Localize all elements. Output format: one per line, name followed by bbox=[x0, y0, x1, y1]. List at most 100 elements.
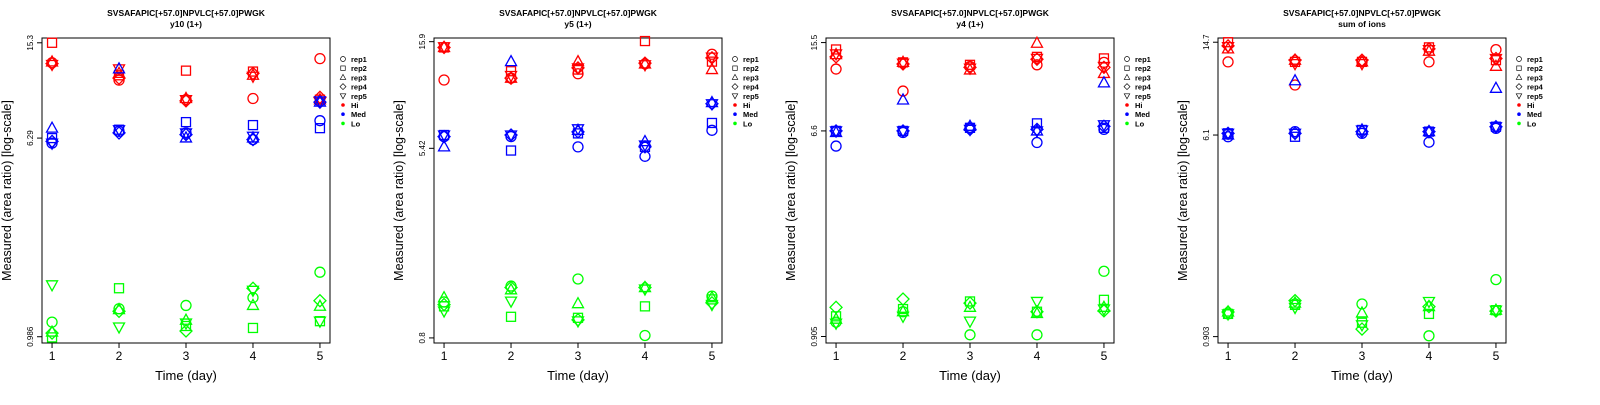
legend-label-rep1: rep1 bbox=[743, 55, 759, 64]
legend-symbol-rep3 bbox=[1123, 73, 1131, 80]
data-point-lo-rep4 bbox=[1288, 293, 1302, 308]
data-point-lo-rep3 bbox=[246, 298, 260, 311]
data-point-lo-rep5 bbox=[705, 299, 719, 312]
legend-label-rep4: rep4 bbox=[1135, 83, 1152, 92]
data-point-lo-rep2 bbox=[1423, 308, 1435, 320]
data-point-med-rep5 bbox=[1030, 126, 1044, 139]
data-point-med-rep2 bbox=[247, 119, 259, 131]
x-tick-label: 1 bbox=[441, 349, 448, 363]
data-point-lo-rep2 bbox=[1098, 294, 1110, 305]
legend-label-med: Med bbox=[351, 110, 366, 119]
legend-symbol-hi bbox=[733, 103, 737, 107]
data-point-hi-rep3 bbox=[1030, 35, 1044, 48]
data-point-hi-rep1 bbox=[1222, 56, 1234, 68]
data-point-lo-rep1 bbox=[1490, 273, 1502, 286]
y-axis-label: Measured (area ratio) [log-scale] bbox=[784, 100, 798, 281]
legend-label-rep1: rep1 bbox=[1527, 55, 1543, 64]
data-point-med-rep3 bbox=[1288, 73, 1302, 86]
x-tick-label: 3 bbox=[575, 349, 582, 363]
data-point-med-rep2 bbox=[1031, 118, 1043, 129]
data-point-hi-rep1 bbox=[897, 85, 909, 97]
data-point-med-rep2 bbox=[180, 116, 192, 128]
data-point-lo-rep3 bbox=[638, 280, 652, 293]
data-point-med-rep1 bbox=[247, 133, 259, 146]
data-point-hi-rep2 bbox=[639, 35, 651, 47]
legend-label-hi: Hi bbox=[1135, 101, 1143, 110]
chart-title: SVSAFAPIC[+57.0]NPVLC[+57.0]PWGK bbox=[891, 8, 1050, 18]
data-point-med-rep3 bbox=[1489, 80, 1503, 93]
x-tick-label: 4 bbox=[250, 349, 257, 363]
legend-symbol-hi bbox=[341, 103, 345, 107]
data-point-hi-rep5 bbox=[1489, 53, 1503, 66]
data-point-hi-rep5 bbox=[1422, 45, 1436, 58]
data-point-hi-rep5 bbox=[571, 63, 585, 76]
legend-symbol-hi bbox=[1517, 103, 1521, 107]
chart-title: SVSAFAPIC[+57.0]NPVLC[+57.0]PWGK bbox=[499, 8, 658, 18]
legend-label-rep2: rep2 bbox=[1135, 64, 1151, 73]
data-point-lo-rep1 bbox=[1423, 330, 1435, 342]
data-point-med-rep5 bbox=[179, 128, 193, 141]
legend-label-rep5: rep5 bbox=[1135, 92, 1151, 101]
data-point-hi-rep5 bbox=[829, 49, 843, 62]
data-point-hi-rep2 bbox=[180, 65, 192, 76]
data-point-med-rep5 bbox=[1221, 128, 1235, 141]
data-point-lo-rep3 bbox=[896, 304, 910, 317]
legend-label-rep3: rep3 bbox=[351, 73, 367, 82]
data-point-med-rep5 bbox=[1288, 128, 1302, 141]
data-point-lo-rep3 bbox=[1355, 305, 1369, 318]
x-axis-label: Time (day) bbox=[1331, 368, 1393, 383]
data-point-med-rep5 bbox=[896, 126, 910, 139]
legend-symbol-lo bbox=[1517, 121, 1521, 126]
data-point-hi-rep5 bbox=[963, 63, 977, 76]
x-tick-label: 3 bbox=[1359, 349, 1366, 363]
data-point-lo-rep5 bbox=[638, 284, 652, 297]
x-axis-label: Time (day) bbox=[939, 368, 1001, 383]
x-tick-label: 2 bbox=[1292, 349, 1299, 363]
chart-subtitle: sum of ions bbox=[1338, 19, 1386, 29]
data-point-lo-rep4 bbox=[45, 326, 59, 341]
legend-symbol-rep4 bbox=[1515, 83, 1523, 91]
data-point-lo-rep5 bbox=[437, 306, 451, 319]
data-point-lo-rep3 bbox=[1422, 299, 1436, 312]
y-axis-label: Measured (area ratio) [log-scale] bbox=[1176, 100, 1190, 281]
y-tick-label: 0.905 bbox=[810, 326, 819, 347]
data-point-med-rep5 bbox=[112, 125, 126, 138]
y-tick-label: 0.986 bbox=[26, 326, 35, 347]
data-point-med-rep5 bbox=[1422, 126, 1436, 139]
x-tick-label: 2 bbox=[508, 349, 515, 363]
data-point-lo-rep4 bbox=[112, 304, 126, 319]
legend-symbol-lo bbox=[1125, 121, 1129, 126]
legend-symbol-rep4 bbox=[731, 83, 739, 91]
data-point-med-rep5 bbox=[1355, 125, 1369, 138]
legend-symbol-rep2 bbox=[732, 65, 738, 71]
data-point-hi-rep5 bbox=[1030, 53, 1044, 66]
data-point-lo-rep2 bbox=[113, 283, 125, 294]
data-point-lo-rep5 bbox=[313, 316, 327, 329]
data-point-med-rep5 bbox=[437, 130, 451, 143]
legend-label-rep1: rep1 bbox=[351, 55, 367, 64]
data-point-lo-rep3 bbox=[571, 296, 585, 309]
data-point-lo-rep4 bbox=[1422, 299, 1436, 314]
data-point-lo-rep5 bbox=[896, 311, 910, 324]
data-point-med-rep3 bbox=[504, 54, 518, 67]
data-point-lo-rep1 bbox=[180, 299, 192, 312]
data-point-med-rep3 bbox=[1097, 75, 1111, 88]
data-point-hi-rep3 bbox=[1489, 58, 1503, 71]
data-point-med-rep2 bbox=[1289, 131, 1301, 142]
data-point-lo-rep4 bbox=[437, 297, 451, 312]
data-point-hi-rep5 bbox=[1221, 41, 1235, 54]
data-point-lo-rep4 bbox=[896, 292, 910, 306]
legend-symbol-rep1 bbox=[1124, 56, 1130, 62]
data-point-lo-rep3 bbox=[1097, 299, 1111, 312]
legend-label-med: Med bbox=[743, 110, 758, 119]
legend-symbol-rep5 bbox=[731, 93, 739, 100]
data-point-med-rep4 bbox=[246, 132, 260, 147]
data-point-lo-rep1 bbox=[247, 291, 259, 304]
data-point-hi-rep3 bbox=[705, 62, 719, 75]
chart-title: SVSAFAPIC[+57.0]NPVLC[+57.0]PWGK bbox=[1283, 8, 1442, 18]
x-tick-label: 5 bbox=[1101, 349, 1108, 363]
data-point-lo-rep1 bbox=[314, 266, 326, 278]
